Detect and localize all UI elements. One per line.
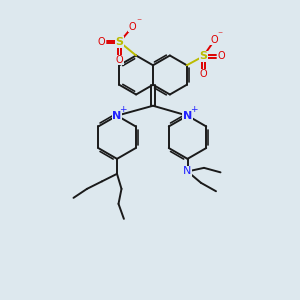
Text: N: N — [183, 111, 192, 121]
Text: ⁻: ⁻ — [136, 17, 141, 27]
Text: N: N — [183, 167, 192, 176]
Text: +: + — [119, 105, 127, 114]
Text: +: + — [190, 105, 197, 114]
Text: O: O — [210, 35, 218, 45]
Text: O: O — [116, 55, 123, 65]
Text: O: O — [200, 69, 207, 79]
Text: O: O — [98, 37, 105, 47]
Text: S: S — [199, 51, 207, 61]
Text: O: O — [218, 51, 225, 61]
Text: N: N — [112, 111, 122, 121]
Text: O: O — [128, 22, 136, 32]
Text: S: S — [116, 37, 124, 47]
Text: ⁻: ⁻ — [218, 30, 223, 40]
